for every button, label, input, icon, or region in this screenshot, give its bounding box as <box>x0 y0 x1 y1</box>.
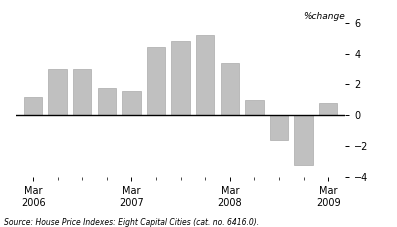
Bar <box>221 63 239 115</box>
Bar <box>294 115 313 165</box>
Text: Source: House Price Indexes: Eight Capital Cities (cat. no. 6416.0).: Source: House Price Indexes: Eight Capit… <box>4 218 259 227</box>
Bar <box>147 47 165 115</box>
Bar <box>122 91 141 115</box>
Bar <box>245 100 264 115</box>
Bar <box>270 115 288 140</box>
Bar <box>172 41 190 115</box>
Text: %change: %change <box>304 12 345 21</box>
Bar <box>319 103 337 115</box>
Bar <box>24 97 42 115</box>
Bar <box>98 88 116 115</box>
Bar <box>73 69 91 115</box>
Bar <box>48 69 67 115</box>
Bar <box>196 35 214 115</box>
